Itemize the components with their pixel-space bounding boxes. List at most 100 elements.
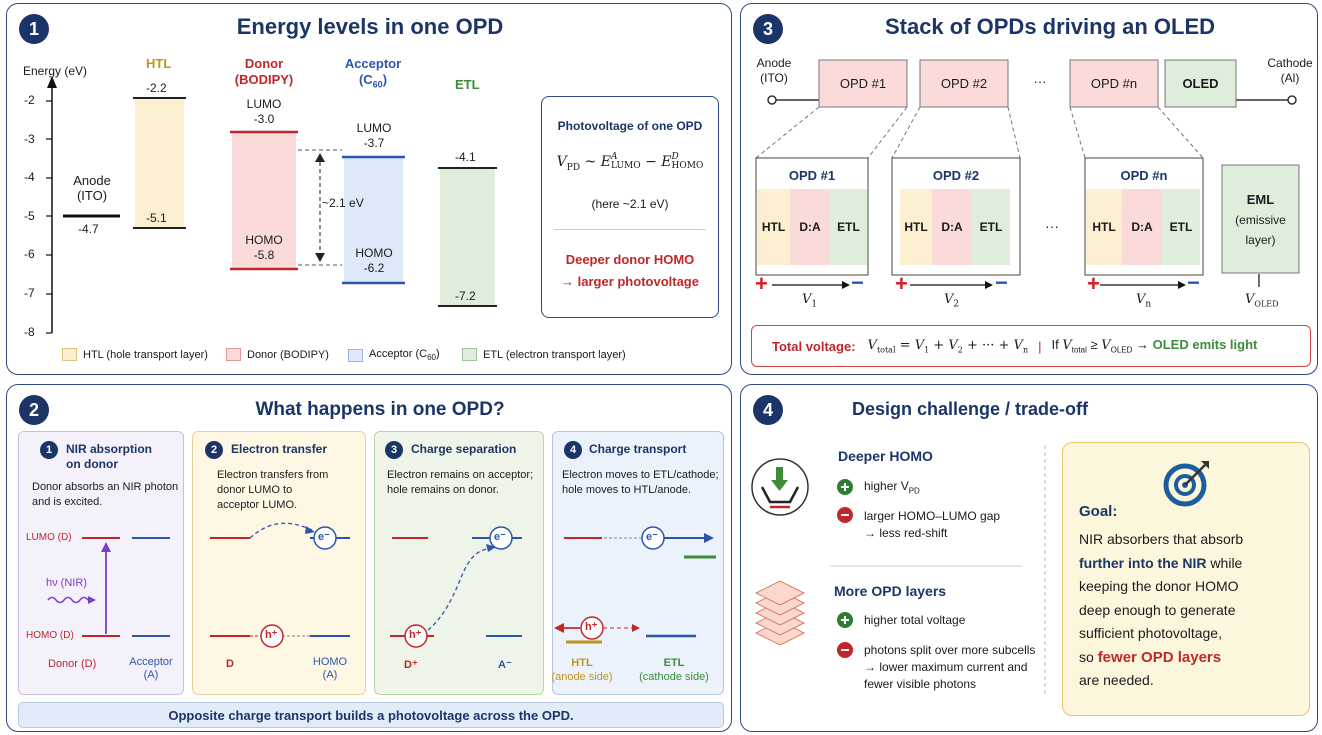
etl-cathode-side-label: ETL (cathode side)	[639, 657, 709, 683]
total-voltage-equation: Vtotal = V1 + V2 + ··· + Vn	[867, 337, 1029, 355]
step-title-4: Charge transport	[589, 442, 687, 456]
plus-sign: +	[755, 271, 768, 296]
y-tick-label: -3	[24, 132, 35, 146]
y-axis-arrow	[47, 76, 57, 88]
detail-title-opd-1: OPD #1	[788, 168, 836, 183]
legend-acceptor: Acceptor (C60)	[348, 348, 440, 362]
detail-ellipsis: ···	[1045, 218, 1059, 234]
panel-number-3: 3	[753, 14, 783, 44]
layer-da: D:A	[941, 220, 963, 234]
more-layers-title: More OPD layers	[834, 583, 947, 599]
step-number-1: 1	[40, 441, 58, 459]
photovoltage-note: (here ~2.1 eV)	[591, 197, 669, 211]
plus-sign: +	[895, 271, 908, 296]
anode-value: -4.7	[78, 222, 99, 236]
htl-top-value: -2.2	[146, 81, 167, 95]
step-desc-1: Donor absorbs an NIR photon and is excite…	[32, 481, 179, 508]
homo-d-label: HOMO (D)	[26, 630, 74, 641]
more-layers-plus: higher total voltage	[864, 613, 966, 627]
panel-title-energy-levels: Energy levels in one OPD	[236, 14, 504, 39]
layer-htl: HTL	[904, 220, 928, 234]
step-desc-4: Electron moves to ETL/cathode; hole moves…	[562, 469, 719, 496]
etl-top-value: -4.1	[455, 150, 476, 164]
homo-a-label: HOMO (A)	[312, 656, 348, 681]
donor-band	[232, 132, 296, 269]
photon-label: hν (NIR)	[46, 577, 87, 589]
hole-icon	[260, 624, 284, 648]
lumo-d-label: LUMO (D)	[26, 532, 72, 543]
panel2-footer: Opposite charge transport builds a photo…	[18, 702, 724, 728]
total-condition: If Vtotal ≥ VOLED → OLED emits light	[1051, 337, 1258, 355]
acceptor-lumo-label: LUMO -3.7	[356, 121, 392, 150]
legend-swatch	[348, 348, 363, 362]
y-tick-label: -2	[24, 93, 35, 107]
acceptor-homo-label: HOMO -6.2	[355, 246, 393, 275]
panel-title-design-challenge: Design challenge / trade-off	[851, 399, 1089, 419]
photovoltage-divider	[554, 229, 706, 230]
electron-label: e⁻	[318, 531, 330, 543]
hole-label: h⁺	[585, 621, 598, 633]
y-tick-label: -6	[24, 247, 35, 261]
layer-htl: HTL	[1092, 220, 1116, 234]
total-voltage-box: Total voltage: Vtotal = V1 + V2 + ··· + …	[751, 325, 1311, 367]
eml-label: EML (emissive layer)	[1235, 192, 1286, 247]
d-label: D	[226, 658, 234, 670]
energy-level-diagram	[46, 76, 497, 334]
total-separator: |	[1038, 338, 1042, 354]
panel-number-4: 4	[753, 395, 783, 425]
anode-label: Anode (ITO)	[73, 173, 111, 203]
htl-label: HTL	[146, 56, 172, 71]
layer-etl: ETL	[979, 220, 1003, 234]
etl-bottom-value: -7.2	[455, 289, 476, 303]
minus-sign: −	[1187, 270, 1200, 295]
step-title-3: Charge separation	[411, 442, 517, 456]
voltage-v2: V2	[944, 292, 960, 310]
electron-label: e⁻	[646, 531, 658, 543]
gap-label: ~2.1 eV	[322, 196, 364, 210]
layer-htl: HTL	[761, 220, 786, 234]
d-plus-label: D⁺	[404, 659, 418, 671]
y-tick-label: -5	[24, 209, 35, 223]
charge-process-diagram	[47, 522, 716, 648]
layer-da: D:A	[799, 220, 821, 234]
minus-sign: −	[995, 270, 1008, 295]
step-number-2: 2	[205, 441, 223, 459]
y-tick-label: -7	[24, 286, 35, 300]
layer-stack-icon	[754, 580, 806, 646]
donor-label: Donor (BODIPY)	[234, 56, 294, 87]
acceptor-label: Acceptor (C60)	[344, 56, 402, 90]
donor-d-label: Donor (D)	[48, 658, 97, 670]
photovoltage-box: Photovoltage of one OPD VPD ~ EA LUMO − E…	[541, 96, 719, 318]
step-card-1	[18, 431, 184, 695]
legend-swatch	[462, 348, 477, 361]
htl-band	[135, 98, 184, 228]
minus-sign: −	[851, 270, 864, 295]
donor-lumo-label: LUMO -3.0	[246, 97, 282, 126]
panel-number-2: 2	[19, 395, 49, 425]
goal-text: NIR absorbers that absorb further into t…	[1079, 531, 1244, 688]
electron-icon	[313, 526, 337, 550]
total-voltage-label: Total voltage:	[772, 338, 856, 354]
photon-wave-icon	[47, 596, 89, 604]
legend-etl: ETL (electron transport layer)	[462, 348, 626, 361]
panel-number-1: 1	[19, 14, 49, 44]
step-desc-3: Electron remains on acceptor; hole remain…	[387, 469, 534, 496]
htl-anode-side-label: HTL (anode side)	[551, 657, 613, 683]
layer-da: D:A	[1131, 220, 1153, 234]
legend-htl: HTL (hole transport layer)	[62, 348, 208, 361]
electron-icon	[641, 526, 665, 550]
photovoltage-red-note: Deeper donor HOMO → larger photovoltage	[561, 252, 699, 289]
acceptor-band	[344, 157, 403, 283]
design-icons	[751, 445, 1046, 695]
step-title-2: Electron transfer	[231, 442, 328, 456]
step-number-4: 4	[564, 441, 582, 459]
donor-homo-label: HOMO -5.8	[245, 233, 283, 262]
cathode-terminal	[1287, 95, 1297, 105]
htl-bottom-value: -5.1	[146, 211, 167, 225]
detail-title-opd-n: OPD #n	[1120, 168, 1168, 183]
chain-ellipsis: ···	[1033, 74, 1047, 89]
deeper-homo-plus: higher VPD	[864, 479, 920, 496]
chain-opd-2: OPD #2	[940, 76, 988, 91]
voltage-v1: V1	[802, 292, 818, 310]
anode-terminal-label: Anode (ITO)	[756, 56, 792, 85]
